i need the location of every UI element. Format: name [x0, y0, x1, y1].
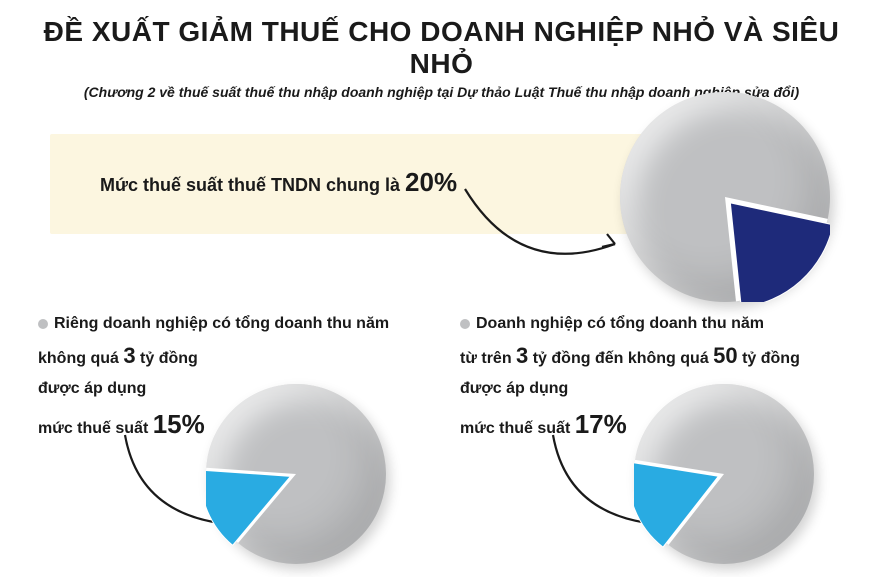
top-text: Mức thuế suất thuế TNDN chung là 20%	[100, 164, 457, 200]
br-l3: được áp dụng	[460, 380, 568, 397]
bl-l2-num: 3	[123, 343, 135, 368]
top-text-prefix: Mức thuế suất thuế TNDN chung là	[100, 175, 405, 195]
br-l2-n1: 3	[516, 343, 528, 368]
bl-l4-pre: mức thuế suất	[38, 420, 153, 437]
header: ĐỀ XUẤT GIẢM THUẾ CHO DOANH NGHIỆP NHỎ V…	[0, 0, 883, 106]
bullet-icon	[38, 319, 48, 329]
bl-l2-pre: không quá	[38, 350, 123, 367]
br-line1: Doanh nghiệp có tổng doanh thu năm	[476, 315, 764, 332]
pie-br-slice	[634, 384, 814, 564]
bl-l3: được áp dụng	[38, 380, 146, 397]
pie-bl-slice	[206, 384, 386, 564]
br-l4-pre: mức thuế suất	[460, 420, 575, 437]
bl-l2-post: tỷ đồng	[136, 350, 198, 367]
pie-bottom-left	[206, 384, 386, 564]
pie-bottom-right	[634, 384, 814, 564]
pie-top-slice	[620, 92, 830, 302]
top-pct: 20%	[405, 167, 457, 197]
pie-top	[620, 92, 830, 302]
br-l2-mid: tỷ đồng đến không quá	[528, 350, 713, 367]
br-pct: 17%	[575, 409, 627, 439]
bl-pct: 15%	[153, 409, 205, 439]
br-l2-pre: từ trên	[460, 350, 516, 367]
top-block: Mức thuế suất thuế TNDN chung là 20%	[50, 98, 830, 298]
br-l2-post: tỷ đồng	[738, 350, 800, 367]
bl-line1: Riêng doanh nghiệp có tổng doanh thu năm	[54, 315, 389, 332]
br-l2-n2: 50	[713, 343, 737, 368]
bullet-icon	[460, 319, 470, 329]
page-title: ĐỀ XUẤT GIẢM THUẾ CHO DOANH NGHIỆP NHỎ V…	[20, 16, 863, 80]
